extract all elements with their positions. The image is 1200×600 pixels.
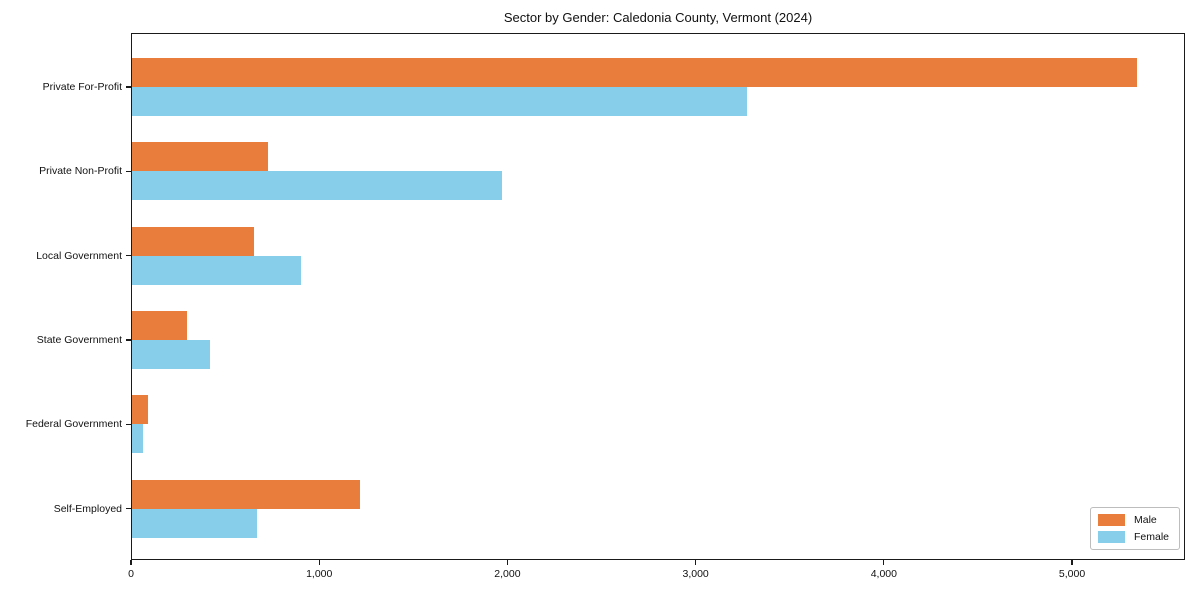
bar-male-self-employed <box>132 479 360 509</box>
bar-male-local-government <box>132 226 255 256</box>
x-axis-tick-label: 3,000 <box>682 568 709 580</box>
x-axis-tick <box>130 560 132 565</box>
x-axis-tick <box>318 560 320 565</box>
y-axis-category-label: Private Non-Profit <box>39 165 122 178</box>
y-axis-category-label: Private For-Profit <box>42 81 122 93</box>
x-axis-tick <box>695 560 697 565</box>
legend: Male Female <box>1090 507 1181 550</box>
legend-swatch-male <box>1098 514 1125 526</box>
legend-entry-female: Female <box>1098 531 1169 543</box>
y-axis-tick <box>126 255 131 257</box>
legend-label-female: Female <box>1134 531 1170 543</box>
x-axis-tick-label: 4,000 <box>870 568 897 580</box>
y-axis-tick <box>126 86 131 88</box>
y-axis-tick <box>126 508 131 510</box>
legend-swatch-female <box>1098 531 1125 543</box>
bar-male-federal-government <box>132 395 148 425</box>
y-axis-category-label: Local Government <box>36 249 122 262</box>
y-axis-tick <box>126 170 131 172</box>
bar-male-state-government <box>132 310 188 340</box>
bar-male-private-non-profit <box>132 142 269 172</box>
y-axis-category-label: Self-Employed <box>53 502 122 515</box>
x-axis-tick <box>883 560 885 565</box>
bar-male-private-for-profit <box>132 58 1138 87</box>
y-axis-category-label: State Government <box>36 333 122 346</box>
plot-area <box>131 33 1185 560</box>
x-axis-tick <box>506 560 509 565</box>
x-axis-tick-label: 0 <box>128 568 134 580</box>
x-axis-tick-label: 1,000 <box>306 568 333 580</box>
bar-female-state-government <box>132 339 211 369</box>
bar-female-private-non-profit <box>132 171 502 201</box>
x-axis-tick-label: 5,000 <box>1058 568 1086 580</box>
y-axis-category-label: Federal Government <box>25 418 122 431</box>
bar-female-self-employed <box>132 508 258 538</box>
bar-female-local-government <box>132 255 302 285</box>
x-axis-tick <box>1071 560 1073 565</box>
legend-entry-male: Male <box>1098 514 1169 526</box>
y-axis-tick <box>126 423 131 425</box>
x-axis-tick-label: 2,000 <box>494 568 521 580</box>
chart-title: Sector by Gender: Caledonia County, Verm… <box>503 10 813 25</box>
bar-female-federal-government <box>132 424 143 454</box>
bar-female-private-for-profit <box>132 87 748 116</box>
y-axis-tick <box>126 339 131 341</box>
legend-label-male: Male <box>1134 514 1157 526</box>
